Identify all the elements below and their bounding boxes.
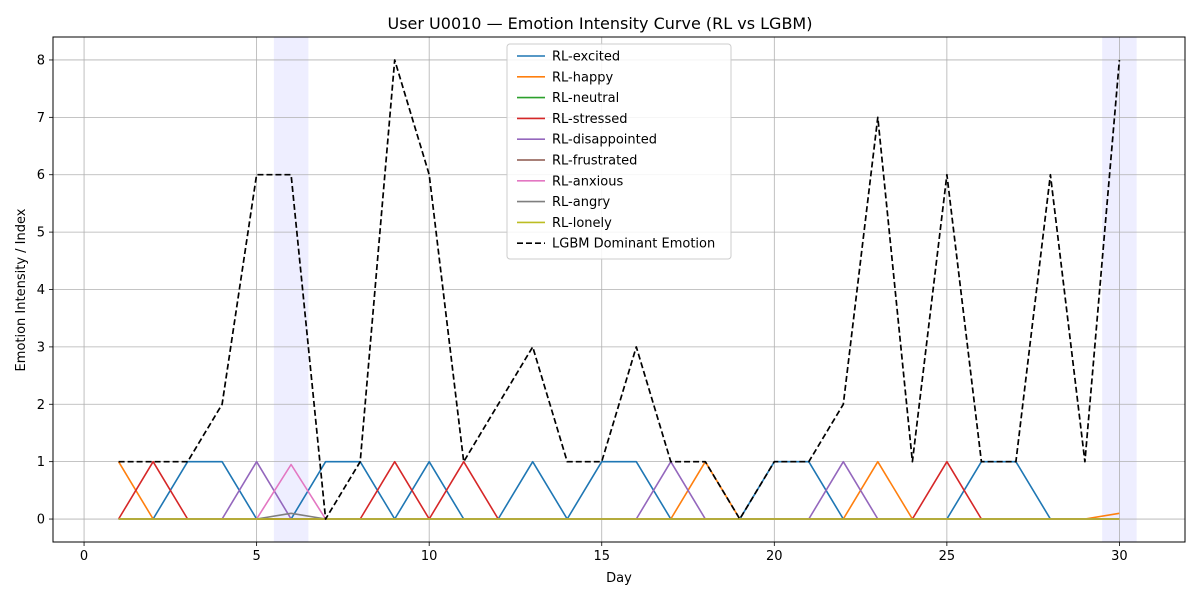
y-axis-label: Emotion Intensity / Index — [14, 208, 29, 371]
legend-label: LGBM Dominant Emotion — [552, 237, 715, 252]
legend-label: RL-angry — [552, 195, 611, 210]
legend-label: RL-disappointed — [552, 133, 657, 148]
series-line-6 — [118, 463, 1120, 520]
axis-ticks: 0 5 10 15 20 25 30 0 1 2 3 4 5 6 7 8 — [37, 53, 1128, 564]
x-tick-label: 25 — [939, 549, 956, 564]
y-tick-label: 6 — [37, 168, 45, 183]
x-axis-label: Day — [606, 571, 632, 586]
x-tick-label: 30 — [1111, 549, 1128, 564]
legend-label: RL-frustrated — [552, 154, 637, 169]
y-tick-label: 4 — [37, 283, 45, 298]
legend-label: RL-neutral — [552, 91, 619, 106]
y-tick-label: 1 — [37, 455, 45, 470]
legend-label: RL-anxious — [552, 174, 623, 189]
y-tick-label: 3 — [37, 340, 45, 355]
chart-title: User U0010 — Emotion Intensity Curve (RL… — [388, 14, 813, 33]
legend-label: RL-excited — [552, 50, 620, 65]
x-tick-label: 15 — [593, 549, 610, 564]
y-tick-label: 8 — [37, 53, 45, 68]
x-tick-label: 0 — [80, 549, 88, 564]
y-tick-label: 7 — [37, 111, 45, 126]
legend-box — [506, 43, 732, 260]
x-tick-label: 5 — [252, 549, 260, 564]
legend: RL-excited RL-happy RL-neutral RL-stressed R… — [506, 43, 732, 260]
y-tick-label: 2 — [37, 398, 45, 413]
series-line-7 — [118, 512, 1120, 520]
series-lines — [117, 59, 1121, 520]
y-tick-label: 0 — [37, 513, 45, 528]
x-tick-label: 10 — [421, 549, 438, 564]
legend-label: RL-stressed — [552, 112, 627, 127]
series-line-4 — [118, 460, 1120, 520]
series-line-1 — [117, 460, 1120, 520]
y-tick-label: 5 — [37, 226, 45, 241]
legend-label: RL-lonely — [552, 216, 612, 231]
x-tick-label: 20 — [766, 549, 783, 564]
legend-label: RL-happy — [552, 70, 613, 85]
series-line-3 — [117, 460, 1120, 520]
series-line-0 — [118, 460, 1120, 520]
series-line-9 — [118, 59, 1121, 520]
